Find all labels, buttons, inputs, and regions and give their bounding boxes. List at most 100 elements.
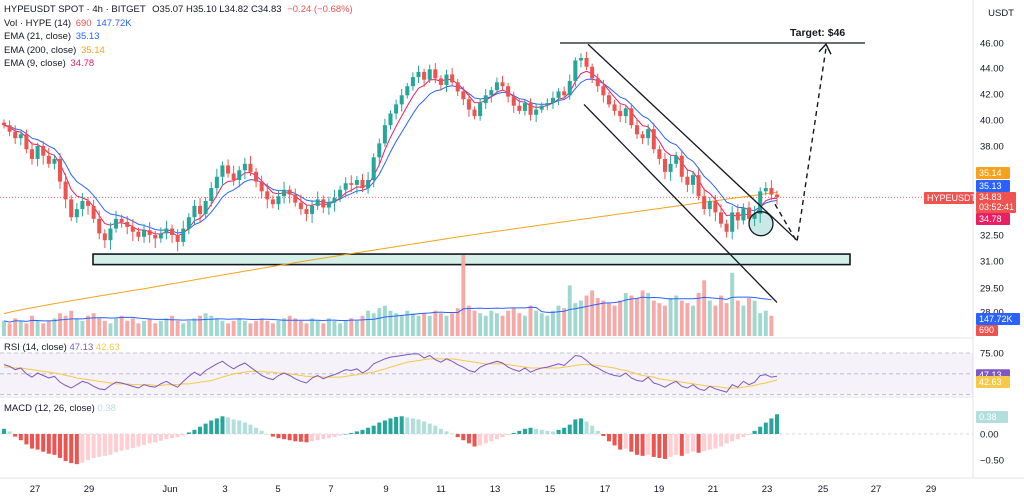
volume-bar (763, 310, 768, 336)
candle-body (685, 176, 690, 185)
macd-bar (287, 434, 292, 441)
volume-bar (562, 308, 567, 336)
candle-body (298, 202, 303, 210)
macd-bar (326, 434, 331, 439)
volume-bar (181, 323, 186, 336)
macd-bar (405, 417, 410, 434)
macd-bar (315, 434, 320, 441)
macd-bar (438, 428, 443, 434)
macd-bar (444, 431, 449, 434)
candle-body (735, 212, 740, 221)
candle-body (606, 95, 611, 105)
volume-bar (276, 320, 281, 336)
exchange: BITGET (111, 4, 146, 15)
candle-body (455, 82, 460, 92)
volume-bar (13, 318, 18, 336)
legend-volume[interactable]: Vol · HYPE (14) 690 147.72K (4, 17, 353, 31)
candle-body (130, 226, 135, 232)
macd-bar (321, 434, 326, 440)
macd-bar (382, 420, 387, 434)
price-tick-label: 31.00 (980, 257, 1004, 268)
volume-bar (18, 320, 23, 336)
volume-bar (618, 300, 623, 336)
volume-bar (707, 300, 712, 336)
volume-bar (696, 293, 701, 336)
candle-body (119, 218, 124, 223)
volume-bar (657, 303, 662, 336)
macd-bar (74, 434, 79, 465)
price-tick-label: 29.50 (980, 284, 1004, 295)
volume-bar (612, 305, 617, 336)
volume-bar (517, 313, 522, 336)
candle-body (690, 175, 695, 185)
macd-bar (366, 427, 371, 434)
macd-bar (186, 432, 191, 434)
volume-bar (153, 323, 158, 336)
macd-bar (91, 434, 96, 458)
time-tick-label: 23 (762, 484, 773, 495)
macd-bar (119, 434, 124, 451)
time-tick-label: 7 (328, 484, 333, 495)
candle-body (511, 96, 516, 106)
volume-bar (147, 318, 152, 336)
macd-bar (634, 434, 639, 455)
macd-bar (214, 418, 219, 434)
volume-bar (86, 315, 90, 336)
macd-value-tag: 0.38 (979, 412, 997, 422)
macd-bar (718, 434, 724, 447)
candle-body (97, 218, 102, 234)
legend-ema9[interactable]: EMA (9, close) 34.78 (4, 57, 353, 71)
macd-bar (231, 419, 236, 434)
legend-ema200[interactable]: EMA (200, close) 35.14 (4, 44, 353, 58)
support-zone-rect (92, 253, 851, 266)
candle-body (41, 146, 46, 156)
macd-bar (556, 429, 561, 434)
macd-bar (528, 427, 533, 434)
macd-title[interactable]: MACD (12, 26, close) 0.38 (4, 403, 116, 414)
rsi-line (3, 353, 778, 393)
macd-bar (304, 434, 309, 443)
candle-body (287, 189, 292, 195)
volume-bar (164, 318, 169, 336)
candle-body (556, 91, 561, 98)
volume-bar (394, 313, 399, 336)
rsi-title[interactable]: RSI (14, close) 47.13 42.63 (4, 342, 120, 353)
candle-body (304, 209, 309, 214)
volume-bar (287, 315, 292, 336)
macd-bar (158, 434, 163, 441)
macd-bar (461, 434, 466, 441)
macd-bar (343, 434, 348, 435)
macd-bar (181, 434, 186, 436)
legend-value: 147.72K (96, 17, 132, 29)
candle-body (774, 194, 780, 198)
candle-body (203, 201, 208, 214)
volume-bar (58, 313, 62, 336)
candlesticks (1, 51, 780, 252)
macd-bar (685, 434, 690, 454)
volume-bar (629, 295, 634, 336)
volume-bar (209, 315, 214, 336)
volume-bar (332, 320, 337, 336)
time-tick-label: 15 (545, 484, 556, 495)
candle-body (394, 104, 399, 114)
volume-bar (590, 290, 595, 336)
candle-body (7, 125, 12, 132)
volume-bar (349, 318, 354, 336)
macd-bar (242, 422, 247, 434)
macd-bar (108, 434, 113, 455)
volume-bar (433, 310, 438, 336)
ema21-price-tag-bg (976, 180, 1010, 192)
candle-body (102, 233, 107, 241)
candle-body (293, 194, 298, 203)
candle-body (248, 163, 253, 172)
macd-bar (203, 423, 208, 434)
candle-body (388, 113, 393, 126)
volume-bar (203, 313, 208, 336)
volume-bar (119, 315, 124, 336)
legend-ema21[interactable]: EMA (21, close) 35.13 (4, 30, 353, 44)
macd-bar (259, 430, 264, 434)
volume-ma-line (3, 296, 772, 323)
macd-bar (763, 422, 768, 434)
legend-name: Vol · HYPE (14) (4, 17, 72, 29)
candle-body (147, 230, 152, 235)
